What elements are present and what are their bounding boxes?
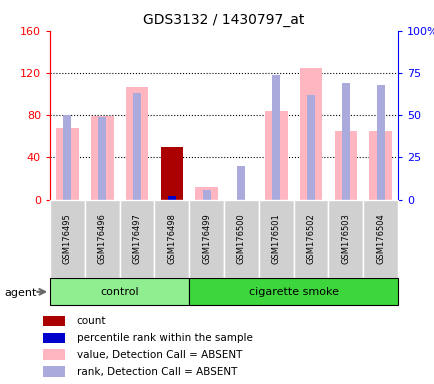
Bar bbox=[133, 93, 141, 200]
Text: percentile rank within the sample: percentile rank within the sample bbox=[77, 333, 252, 343]
Bar bbox=[43, 366, 65, 377]
Bar bbox=[264, 111, 287, 200]
Bar bbox=[50, 200, 85, 278]
Text: GSM176501: GSM176501 bbox=[271, 214, 280, 265]
Text: count: count bbox=[77, 316, 106, 326]
Bar bbox=[341, 83, 349, 200]
Bar bbox=[195, 187, 217, 200]
Bar bbox=[306, 95, 314, 200]
Title: GDS3132 / 1430797_at: GDS3132 / 1430797_at bbox=[143, 13, 304, 27]
Bar bbox=[368, 131, 391, 200]
Bar bbox=[50, 278, 189, 305]
Text: cigarette smoke: cigarette smoke bbox=[248, 287, 338, 297]
Text: control: control bbox=[100, 287, 138, 297]
Bar bbox=[63, 115, 71, 200]
Bar bbox=[154, 200, 189, 278]
Bar bbox=[376, 85, 384, 200]
Text: GSM176495: GSM176495 bbox=[63, 214, 72, 265]
Text: GSM176496: GSM176496 bbox=[98, 214, 106, 265]
Text: rank, Detection Call = ABSENT: rank, Detection Call = ABSENT bbox=[77, 367, 237, 377]
Text: value, Detection Call = ABSENT: value, Detection Call = ABSENT bbox=[77, 350, 242, 360]
Bar bbox=[43, 333, 65, 343]
Text: GSM176498: GSM176498 bbox=[167, 214, 176, 265]
Text: GSM176502: GSM176502 bbox=[306, 214, 315, 265]
Bar bbox=[362, 200, 397, 278]
Text: GSM176503: GSM176503 bbox=[341, 214, 349, 265]
Bar bbox=[43, 349, 65, 360]
Text: GSM176504: GSM176504 bbox=[375, 214, 384, 265]
Bar bbox=[125, 87, 148, 200]
Text: GSM176500: GSM176500 bbox=[237, 214, 245, 265]
Bar bbox=[85, 200, 119, 278]
Bar bbox=[189, 278, 397, 305]
Bar bbox=[224, 200, 258, 278]
Bar bbox=[202, 190, 210, 200]
Bar bbox=[168, 196, 175, 200]
Bar bbox=[293, 200, 328, 278]
Bar bbox=[56, 128, 79, 200]
Bar bbox=[43, 316, 65, 326]
Bar bbox=[334, 131, 356, 200]
Bar bbox=[160, 147, 183, 200]
Text: GSM176499: GSM176499 bbox=[202, 214, 210, 265]
Text: GSM176497: GSM176497 bbox=[132, 214, 141, 265]
Bar bbox=[258, 200, 293, 278]
Bar bbox=[299, 68, 322, 200]
Bar bbox=[98, 117, 106, 200]
Bar bbox=[328, 200, 362, 278]
Bar bbox=[237, 166, 245, 200]
Bar bbox=[272, 74, 279, 200]
Bar bbox=[189, 200, 224, 278]
Bar bbox=[119, 200, 154, 278]
Bar bbox=[91, 116, 113, 200]
Text: agent: agent bbox=[4, 288, 36, 298]
